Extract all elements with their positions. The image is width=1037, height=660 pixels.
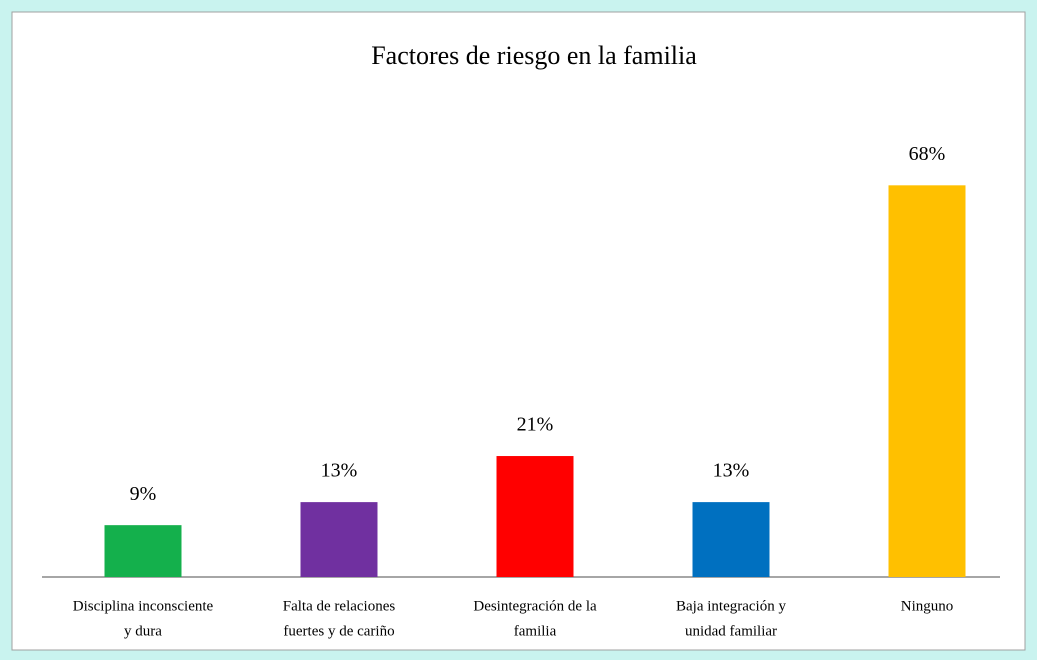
x-tick-label: familia <box>514 623 557 639</box>
bar <box>496 456 574 577</box>
x-tick-label: Ninguno <box>901 598 954 614</box>
x-tick-label: unidad familiar <box>685 623 777 639</box>
x-tick-label: Baja integración y <box>676 598 786 614</box>
x-tick-label: Desintegración de la <box>473 598 597 614</box>
value-label: 68% <box>909 143 946 165</box>
x-tick-label: fuertes y de cariño <box>283 623 394 639</box>
bar <box>692 502 770 577</box>
x-tick-label: Falta de relaciones <box>283 598 396 614</box>
chart-title: Factores de riesgo en la familia <box>371 41 697 70</box>
x-tick-label: Disciplina inconsciente <box>73 598 214 614</box>
value-label: 9% <box>130 483 157 505</box>
x-tick-label: y dura <box>124 623 162 639</box>
value-label: 13% <box>321 460 358 482</box>
value-label: 21% <box>517 414 554 436</box>
bar <box>300 502 378 577</box>
bar <box>104 525 182 577</box>
value-label: 13% <box>713 460 750 482</box>
bar <box>888 185 966 577</box>
